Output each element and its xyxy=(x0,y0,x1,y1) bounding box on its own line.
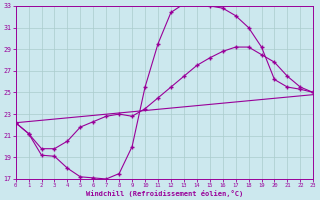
X-axis label: Windchill (Refroidissement éolien,°C): Windchill (Refroidissement éolien,°C) xyxy=(86,190,243,197)
